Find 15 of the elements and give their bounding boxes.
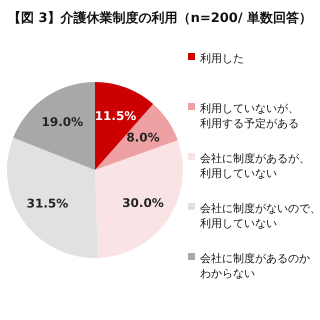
chart-title: 【図 3】介護休業制度の利用（n=200/ 単数回答）	[8, 10, 312, 26]
pie-slice	[95, 104, 178, 170]
pie-slice	[13, 82, 95, 170]
data-label: 11.5%	[94, 108, 136, 123]
legend-label: 会社に制度があるのかわからない	[200, 252, 310, 280]
pie-slice	[95, 140, 183, 258]
data-label: 31.5%	[26, 196, 68, 211]
pie-slice	[7, 138, 98, 258]
data-label: 30.0%	[122, 196, 164, 210]
data-label: 19.0%	[42, 115, 84, 130]
legend-label: 利用していないが、利用する予定がある	[200, 102, 299, 130]
legend-label: 会社に制度がないので、利用していない	[200, 202, 320, 230]
legend-label: 会社に制度があるが、利用していない	[200, 152, 310, 180]
legend-label: 利用した	[200, 52, 244, 65]
data-label: 8.0%	[126, 130, 160, 145]
